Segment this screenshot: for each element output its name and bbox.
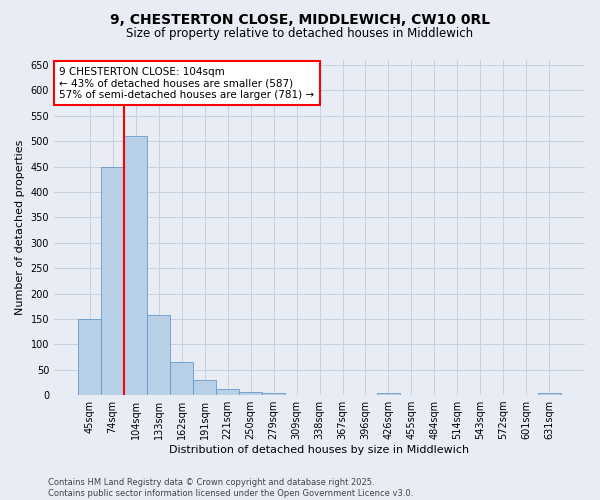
Bar (147, 315, 170, 395)
Bar (78, 319, 101, 395)
Bar (124, 136, 147, 395)
Bar (170, 362, 193, 395)
Y-axis label: Number of detached properties: Number of detached properties (15, 140, 25, 315)
Text: Contains HM Land Registry data © Crown copyright and database right 2025.
Contai: Contains HM Land Registry data © Crown c… (48, 478, 413, 498)
Bar (262, 393, 285, 395)
X-axis label: Distribution of detached houses by size in Middlewich: Distribution of detached houses by size … (169, 445, 470, 455)
Bar (193, 380, 216, 395)
Bar (216, 389, 239, 395)
Bar (538, 392, 561, 395)
Text: Size of property relative to detached houses in Middlewich: Size of property relative to detached ho… (127, 28, 473, 40)
Text: 9, CHESTERTON CLOSE, MIDDLEWICH, CW10 0RL: 9, CHESTERTON CLOSE, MIDDLEWICH, CW10 0R… (110, 12, 490, 26)
Bar (377, 392, 400, 395)
Bar (101, 166, 124, 395)
Text: 9 CHESTERTON CLOSE: 104sqm
← 43% of detached houses are smaller (587)
57% of sem: 9 CHESTERTON CLOSE: 104sqm ← 43% of deta… (59, 66, 314, 100)
Bar (239, 392, 262, 395)
